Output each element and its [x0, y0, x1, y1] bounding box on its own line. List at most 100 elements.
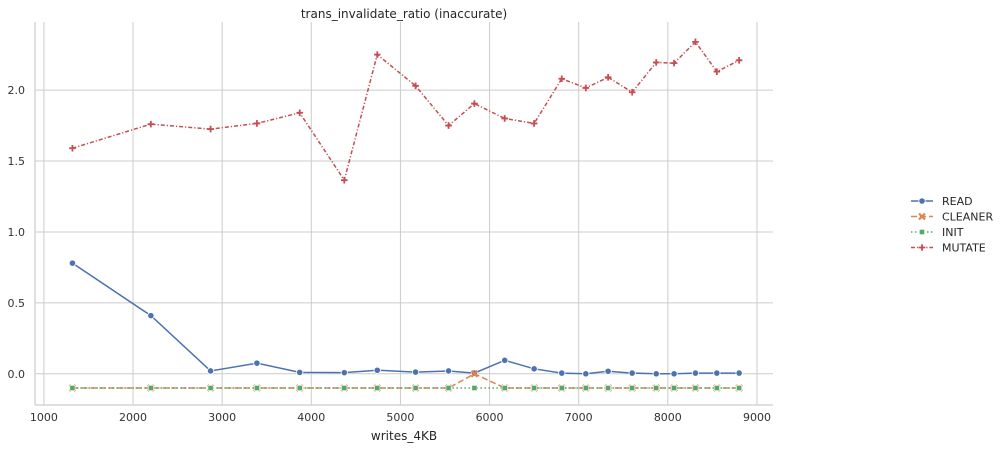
legend-label-cleaner: CLEANER	[942, 211, 993, 224]
data-point-init	[69, 385, 76, 391]
data-point-init	[412, 385, 419, 391]
data-point-mutate	[445, 122, 452, 129]
data-point-mutate	[604, 74, 612, 81]
data-point-mutate	[692, 38, 699, 46]
data-point-mutate	[530, 120, 538, 127]
data-point-init	[501, 385, 508, 391]
series-init	[69, 385, 743, 391]
data-point-read	[296, 368, 304, 376]
data-point-init	[629, 385, 636, 391]
data-point-mutate	[652, 59, 660, 66]
data-point-mutate	[558, 75, 566, 83]
y-tick-label: 0.0	[8, 368, 26, 381]
data-point-cleaner	[470, 370, 479, 378]
series-line-mutate	[72, 40, 740, 182]
data-point-read	[628, 369, 636, 377]
data-point-read	[206, 367, 215, 375]
x-tick-label: 6000	[476, 411, 504, 424]
data-point-mutate	[253, 120, 261, 127]
legend: READ CLEANER INIT MUTATE	[911, 195, 993, 255]
data-point-init	[692, 385, 699, 391]
data-point-mutate	[713, 68, 721, 75]
data-point-read	[582, 370, 590, 378]
data-point-init	[254, 385, 260, 391]
x-tick-label: 9000	[743, 411, 771, 424]
data-point-mutate	[628, 88, 636, 96]
data-point-init	[147, 385, 154, 391]
legend-item-read: READ	[911, 195, 973, 208]
x-axis-title: writes_4KB	[371, 429, 437, 443]
data-point-read	[691, 369, 700, 377]
legend-marker-cleaner	[918, 212, 926, 221]
data-point-read	[253, 359, 261, 367]
data-point-read	[147, 312, 155, 320]
series-line-read	[72, 262, 740, 375]
data-point-init	[207, 385, 214, 391]
data-point-mutate	[670, 59, 678, 67]
data-point-init	[296, 385, 303, 391]
tick-labels: 1000 2000 3000 4000 5000 6000 7000 8000 9000 0.0 0…	[8, 84, 771, 424]
data-point-init	[531, 385, 538, 391]
legend-marker-read	[918, 197, 926, 205]
y-tick-label: 1.5	[8, 155, 26, 168]
data-point-mutate	[207, 125, 214, 133]
data-point-mutate	[412, 82, 419, 90]
data-point-read	[68, 259, 77, 267]
data-point-mutate	[296, 109, 304, 117]
data-point-mutate	[501, 115, 509, 122]
data-point-init	[558, 385, 565, 391]
data-point-init	[713, 385, 720, 391]
chart-title: trans_invalidate_ratio (inaccurate)	[301, 7, 507, 21]
legend-item-cleaner: CLEANER	[911, 211, 993, 224]
data-point-init	[471, 385, 478, 391]
data-point-init	[445, 385, 452, 391]
legend-item-mutate: MUTATE	[911, 242, 986, 255]
data-point-init	[374, 385, 381, 391]
data-point-mutate	[69, 144, 76, 152]
legend-label-init: INIT	[942, 226, 964, 239]
legend-label-read: READ	[942, 195, 973, 208]
series-layer	[68, 38, 743, 392]
data-point-mutate	[147, 120, 155, 128]
data-point-mutate	[373, 51, 381, 58]
data-point-mutate	[340, 176, 348, 184]
data-point-init	[653, 385, 660, 391]
data-point-read	[713, 369, 721, 377]
data-point-read	[373, 366, 381, 374]
y-tick-label: 2.0	[8, 84, 26, 97]
x-tick-label: 4000	[297, 411, 325, 424]
legend-marker-init	[919, 229, 925, 235]
data-point-init	[582, 385, 589, 391]
data-point-read	[735, 369, 743, 377]
grid	[35, 22, 773, 405]
data-point-mutate	[582, 84, 590, 92]
data-point-read	[670, 370, 678, 378]
data-point-mutate	[471, 100, 478, 107]
data-point-read	[444, 367, 453, 375]
y-tick-label: 0.5	[8, 297, 26, 310]
data-point-init	[671, 385, 677, 391]
data-point-read	[501, 356, 509, 364]
x-tick-label: 8000	[654, 411, 682, 424]
x-tick-label: 2000	[119, 411, 147, 424]
data-point-read	[530, 365, 538, 373]
y-tick-label: 1.0	[8, 226, 26, 239]
axes	[34, 22, 773, 406]
data-point-read	[604, 367, 612, 375]
x-tick-label: 1000	[30, 411, 58, 424]
series-read	[68, 259, 743, 378]
series-mutate	[69, 38, 743, 184]
series-line-cleaner	[72, 372, 740, 389]
data-point-read	[558, 369, 566, 377]
x-tick-label: 7000	[565, 411, 593, 424]
x-tick-label: 5000	[386, 411, 414, 424]
data-point-read	[340, 369, 348, 377]
data-point-read	[652, 370, 660, 378]
data-point-mutate	[735, 57, 743, 64]
data-point-init	[605, 385, 612, 391]
legend-item-init: INIT	[911, 226, 964, 239]
legend-label-mutate: MUTATE	[942, 242, 986, 255]
data-point-init	[736, 385, 743, 391]
x-tick-label: 3000	[208, 411, 236, 424]
